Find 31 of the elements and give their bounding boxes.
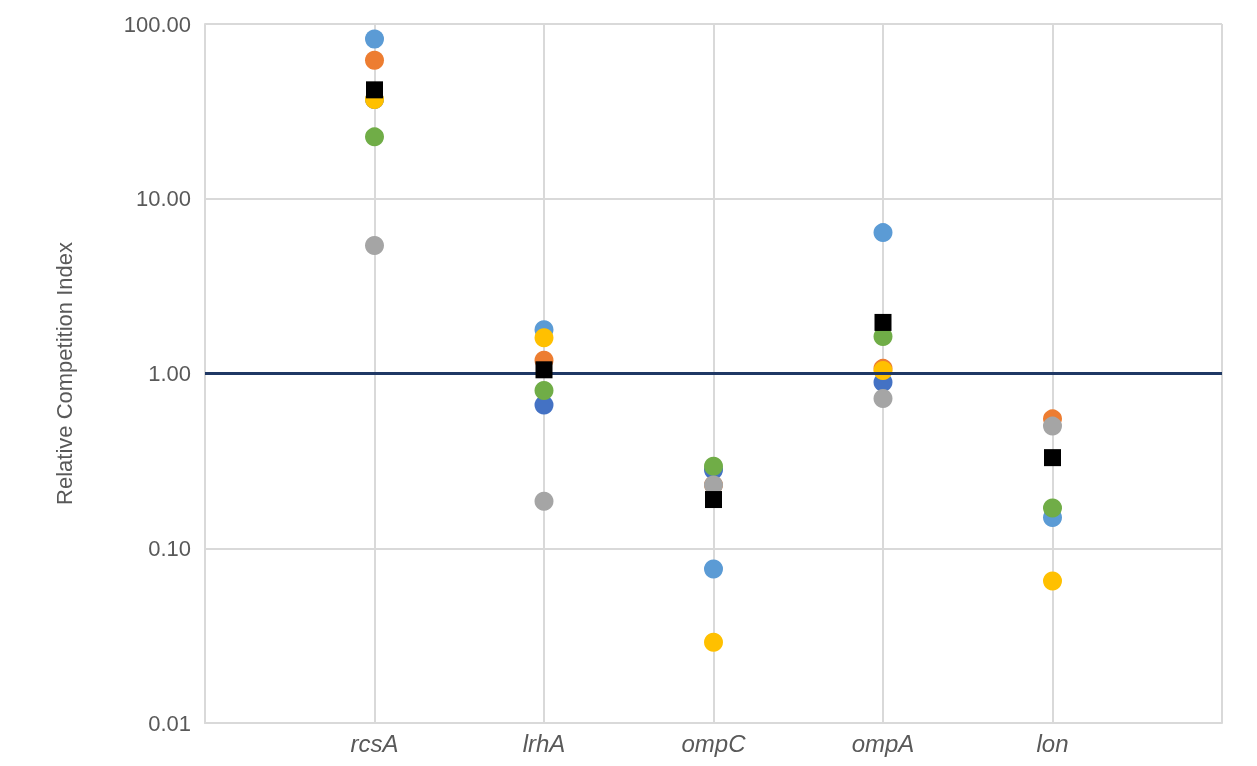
point bbox=[705, 491, 722, 509]
point bbox=[534, 491, 554, 511]
point bbox=[704, 632, 723, 652]
point bbox=[365, 50, 384, 70]
point bbox=[873, 223, 893, 243]
point bbox=[873, 388, 893, 408]
point bbox=[366, 81, 383, 99]
point bbox=[365, 29, 384, 49]
point bbox=[534, 380, 554, 400]
point bbox=[704, 559, 723, 579]
y-tick-label: 0.10 bbox=[148, 535, 191, 561]
point bbox=[534, 328, 554, 348]
x-tick-label: lrhA bbox=[522, 729, 566, 757]
x-tick-label: rcsA bbox=[350, 729, 399, 757]
point bbox=[704, 456, 723, 476]
x-tick-label: ompC bbox=[681, 729, 747, 757]
point bbox=[1043, 416, 1062, 436]
x-tick-label: ompA bbox=[851, 729, 915, 757]
y-axis-title: Relative Competition Index bbox=[51, 242, 77, 505]
point bbox=[535, 361, 553, 379]
point bbox=[365, 127, 384, 147]
point bbox=[1044, 449, 1061, 467]
point bbox=[365, 236, 384, 256]
point bbox=[1043, 571, 1062, 591]
point bbox=[1043, 498, 1062, 518]
y-tick-label: 10.00 bbox=[135, 186, 191, 212]
y-tick-label: 1.00 bbox=[148, 361, 191, 386]
x-tick-label: lon bbox=[1036, 729, 1069, 757]
y-tick-label: 0.01 bbox=[148, 710, 191, 736]
point bbox=[874, 313, 892, 331]
y-tick-label: 100.00 bbox=[123, 11, 191, 37]
